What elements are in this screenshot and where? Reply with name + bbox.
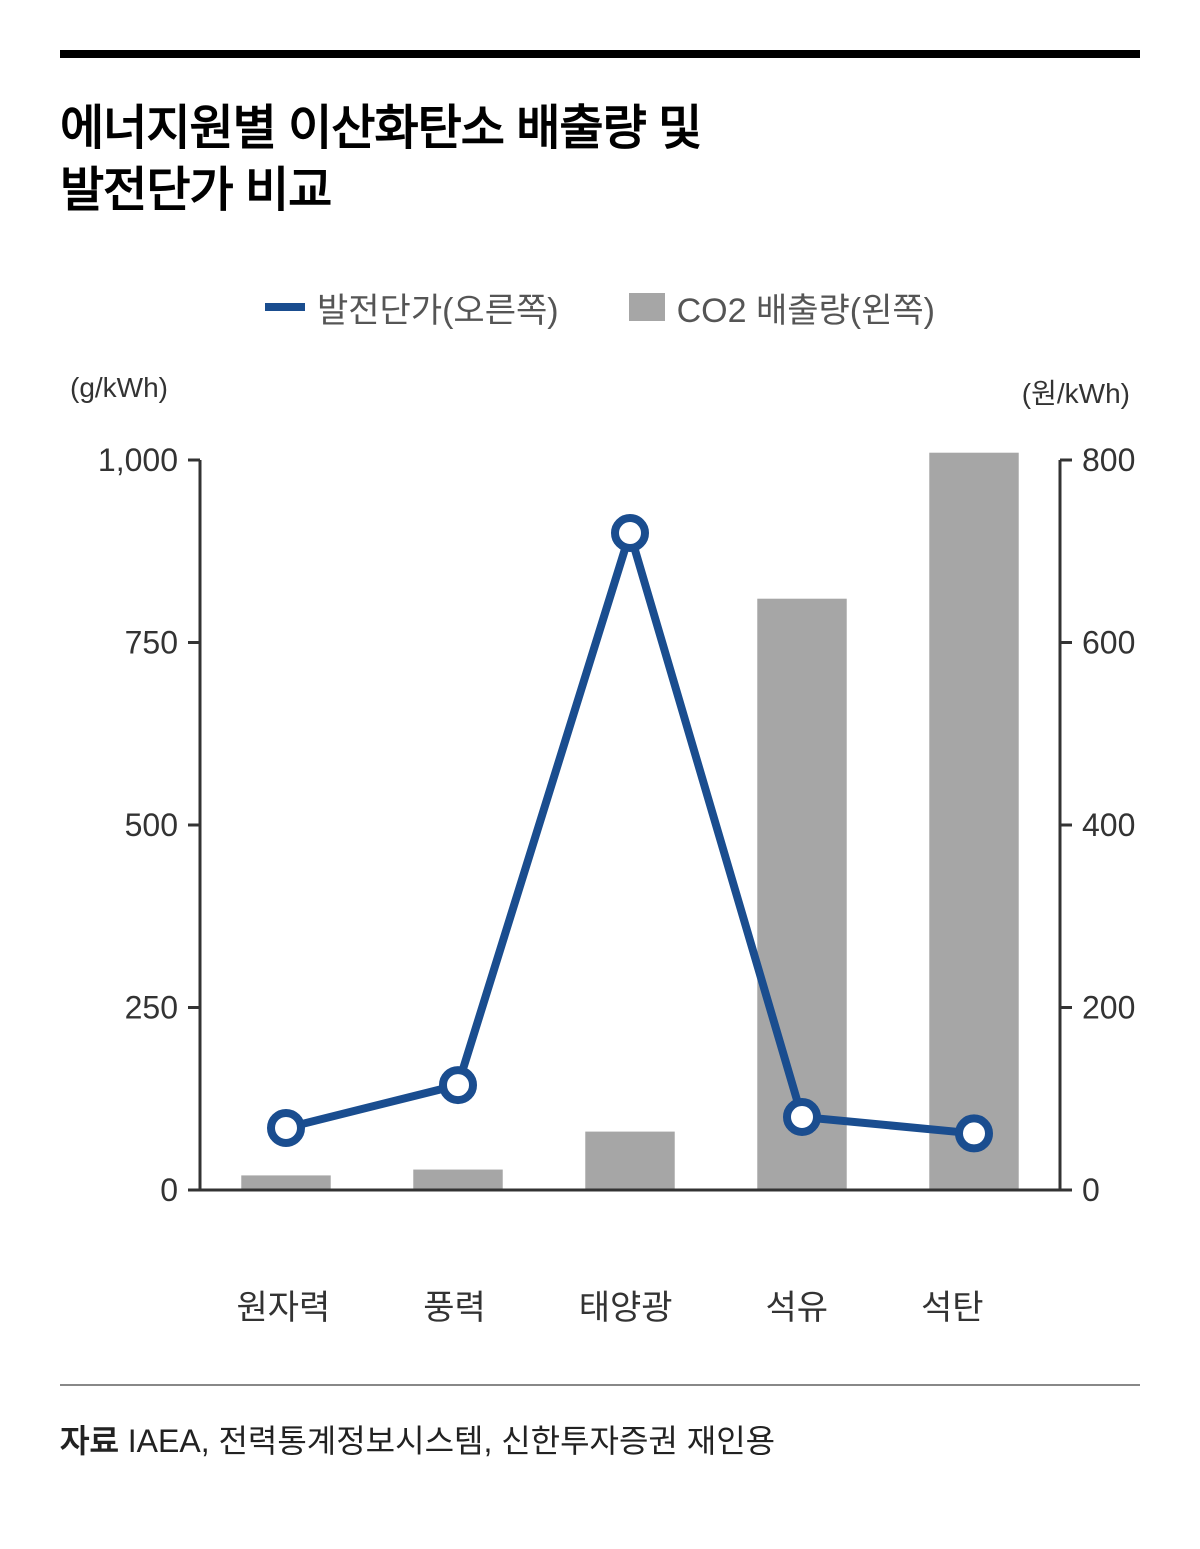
chart-area: 0 250 500 750 1,000 0 200 400 600 800 [60, 420, 1140, 1240]
right-tick-label: 400 [1082, 807, 1135, 843]
left-tick-label: 0 [160, 1172, 178, 1208]
category-label: 석유 [765, 1280, 828, 1329]
legend-bar-label: CO2 배출량(왼쪽) [677, 283, 935, 332]
right-tick-label: 800 [1082, 442, 1135, 478]
source-label: 자료 [60, 1423, 119, 1459]
left-tick-label: 500 [125, 807, 178, 843]
axis-unit-labels: (g/kWh) (원/kWh) [60, 372, 1140, 412]
line-marker [959, 1118, 989, 1148]
left-tick-label: 250 [125, 989, 178, 1025]
legend-bar-swatch [629, 293, 665, 321]
line-marker [443, 1070, 473, 1100]
right-axis-unit: (원/kWh) [1022, 372, 1130, 412]
left-tick-label: 1,000 [98, 442, 178, 478]
category-label: 원자력 [236, 1280, 330, 1329]
right-tick-label: 200 [1082, 989, 1135, 1025]
left-tick-label: 750 [125, 624, 178, 660]
bottom-rule [60, 1384, 1140, 1386]
line-marker [615, 518, 645, 548]
title-line-2: 발전단가 비교 [60, 164, 331, 217]
top-rule [60, 50, 1140, 58]
bar [929, 452, 1018, 1189]
legend-line-item: 발전단가(오른쪽) [265, 283, 559, 332]
line-marker [271, 1113, 301, 1143]
legend: 발전단가(오른쪽) CO2 배출량(왼쪽) [60, 283, 1140, 332]
left-axis-unit: (g/kWh) [70, 372, 168, 412]
legend-line-label: 발전단가(오른쪽) [317, 283, 559, 332]
category-label: 풍력 [423, 1280, 486, 1329]
right-tick-label: 600 [1082, 624, 1135, 660]
line-marker [787, 1102, 817, 1132]
category-label: 석탄 [921, 1280, 984, 1329]
chart-title: 에너지원별 이산화탄소 배출량 및 발전단가 비교 [60, 98, 1140, 223]
source-text: IAEA, 전력통계정보시스템, 신한투자증권 재인용 [128, 1423, 775, 1459]
title-line-1: 에너지원별 이산화탄소 배출량 및 [60, 102, 701, 155]
source-line: 자료 IAEA, 전력통계정보시스템, 신한투자증권 재인용 [60, 1416, 1140, 1462]
legend-line-swatch [265, 303, 305, 311]
category-label: 태양광 [579, 1280, 673, 1329]
right-tick-label: 0 [1082, 1172, 1100, 1208]
line-series [286, 533, 974, 1133]
bar [413, 1169, 502, 1189]
chart-svg: 0 250 500 750 1,000 0 200 400 600 800 [60, 420, 1140, 1240]
bar [585, 1131, 674, 1189]
legend-bar-item: CO2 배출량(왼쪽) [629, 283, 935, 332]
category-labels: 원자력 풍력 태양광 석유 석탄 [60, 1260, 1140, 1329]
bar [241, 1175, 330, 1190]
